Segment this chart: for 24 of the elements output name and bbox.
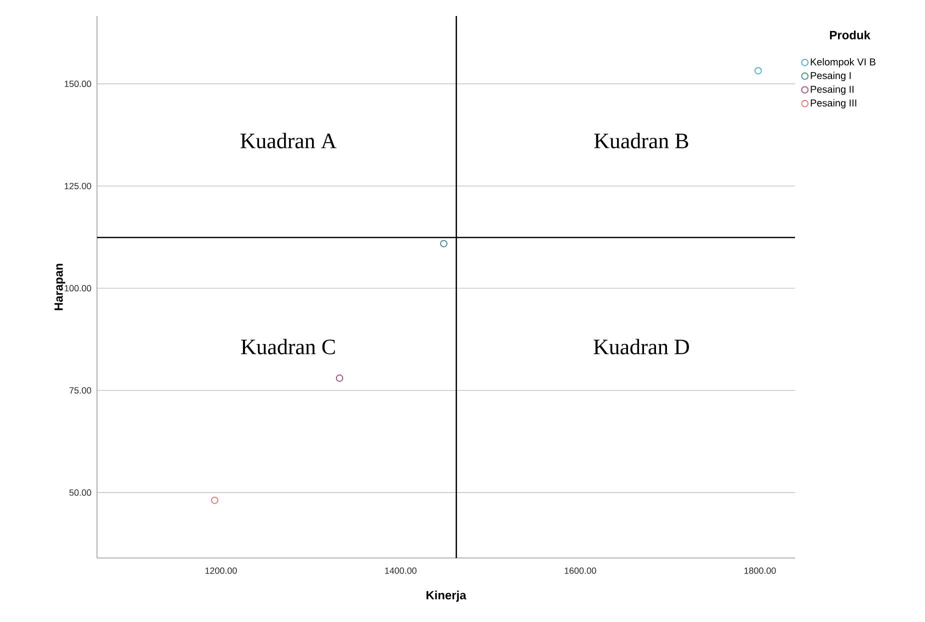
legend-label: Pesaing II (810, 86, 854, 95)
y-tick-label: 100.00 (64, 285, 92, 292)
x-axis-title: Kinerja (426, 590, 466, 602)
legend-title: Produk (830, 30, 870, 40)
y-tick-label: 125.00 (64, 182, 92, 190)
point (440, 240, 448, 248)
point (336, 374, 344, 382)
x-tick-label: 1600.00 (564, 567, 596, 574)
annotation: Kuadran C (241, 338, 335, 354)
annotation: Kuadran B (594, 132, 688, 148)
x-tick-label: 1800.00 (744, 567, 776, 574)
x-tick-label: 1200.00 (205, 567, 237, 574)
y-axis-title: Harapan (54, 264, 66, 310)
point (211, 496, 218, 504)
y-tick-label: 50.00 (69, 489, 92, 496)
legend-label: Pesaing III (810, 99, 856, 108)
point (754, 67, 762, 74)
y-tick-label: 75.00 (70, 387, 92, 394)
y-tick-label: 150.00 (64, 80, 92, 88)
annotation: Kuadran A (240, 132, 336, 148)
x-tick-label: 1400.00 (385, 567, 416, 574)
annotation: Kuadran D (594, 338, 689, 354)
legend-label: Pesaing I (810, 72, 851, 82)
legend-label: Kelompok VI B (810, 58, 876, 68)
